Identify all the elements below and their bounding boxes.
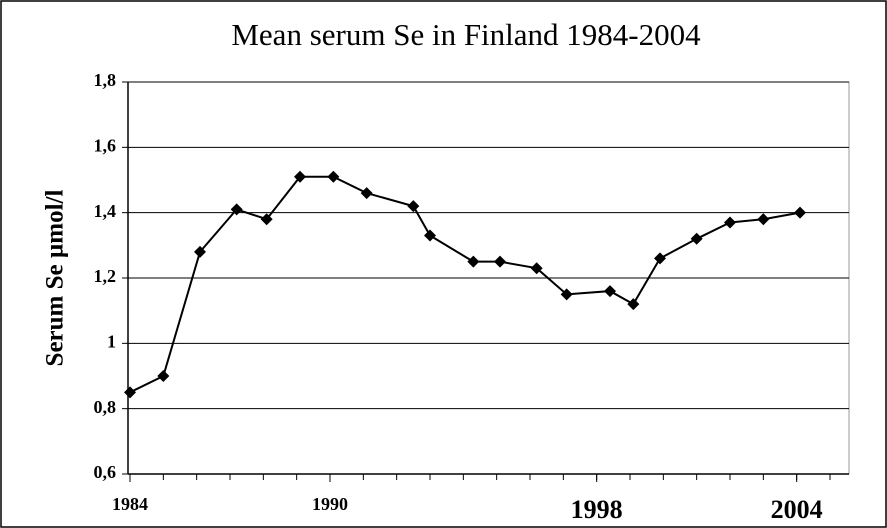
data-point (260, 213, 273, 226)
y-tick-label: 1,6 (94, 135, 117, 155)
x-tick-label: 2004 (771, 495, 823, 524)
data-point (407, 200, 420, 213)
y-tick-label: 1,8 (94, 70, 117, 90)
x-tick-label: 1990 (312, 494, 348, 514)
data-point (294, 170, 306, 183)
data-point (560, 288, 573, 301)
data-point (194, 245, 206, 258)
data-point (157, 370, 170, 382)
data-point (360, 187, 373, 200)
data-point (230, 203, 243, 216)
x-tick-label: 1998 (571, 495, 623, 524)
data-point (794, 206, 806, 219)
x-tick-label: 1984 (112, 494, 148, 514)
y-tick-label: 0,6 (94, 462, 117, 482)
data-point (724, 216, 736, 229)
data-point (757, 213, 770, 226)
data-point (327, 170, 340, 183)
data-point (530, 262, 543, 275)
chart-title: Mean serum Se in Finland 1984-2004 (231, 17, 701, 52)
y-tick-label: 1 (107, 331, 116, 351)
data-point (627, 298, 640, 311)
y-tick-label: 1,4 (94, 201, 117, 221)
data-point (424, 229, 436, 242)
data-point (690, 232, 703, 245)
data-point (494, 255, 506, 268)
data-point (654, 252, 666, 265)
y-tick-label: 0,8 (94, 397, 117, 417)
data-point (604, 285, 616, 298)
data-point (124, 386, 136, 399)
data-point (467, 255, 480, 268)
y-tick-label: 1,2 (94, 266, 117, 286)
y-axis-label: Serum Se µmol/l (42, 190, 69, 367)
